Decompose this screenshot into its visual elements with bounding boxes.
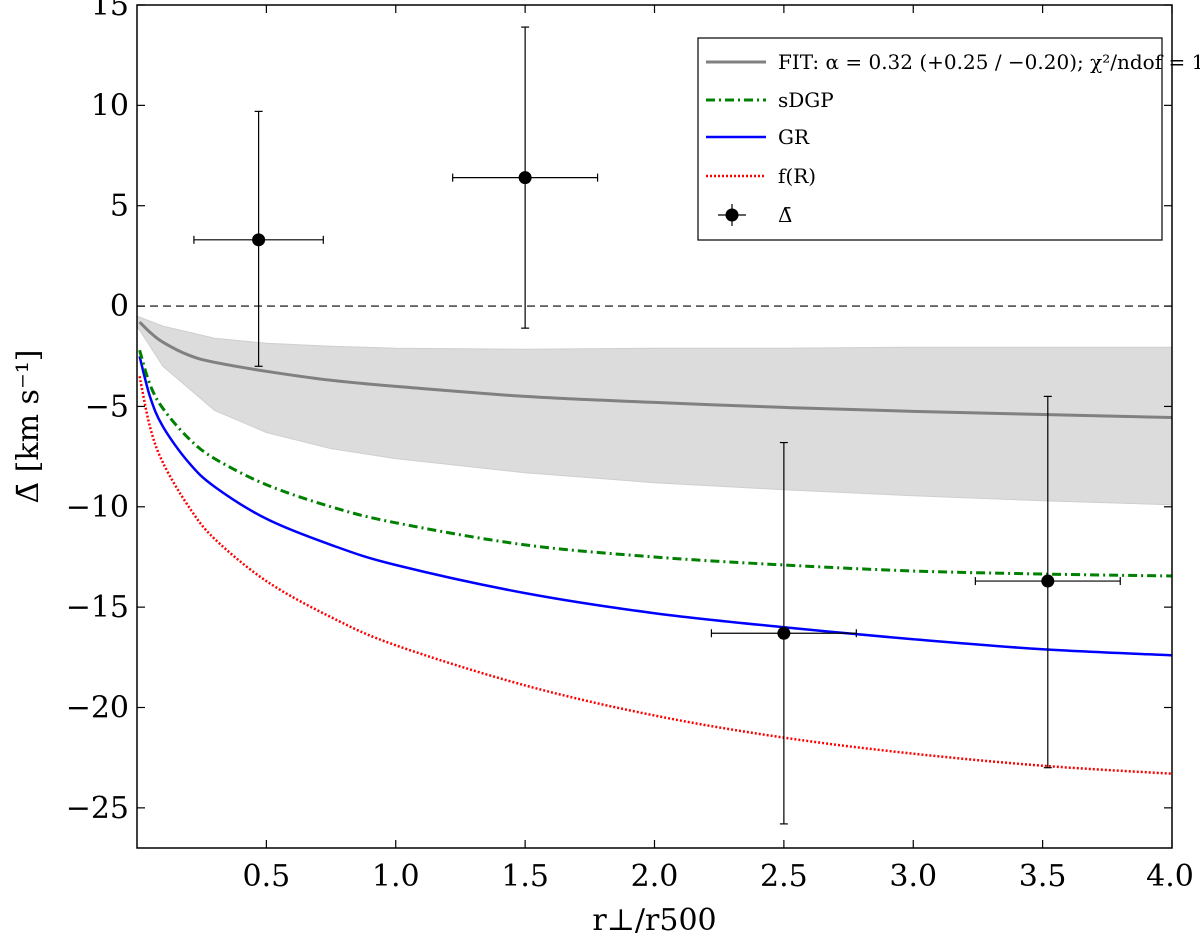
x-tick-label: 1.0 — [372, 859, 420, 894]
y-tick-label: −20 — [66, 691, 129, 726]
axes: 0.5 1.0 1.5 2.0 2.5 3.0 3.5 4.0 15 10 5 0 −5 −10 −15 −2… — [11, 0, 1194, 938]
x-tick-label: 3.5 — [1019, 859, 1067, 894]
y-tick-label: 10 — [91, 88, 129, 123]
x-tick-label: 3.0 — [889, 859, 937, 894]
x-tick-label: 0.5 — [243, 859, 291, 894]
x-tick-label: 2.5 — [760, 859, 808, 894]
legend: FIT: α = 0.32 (+0.25 / −0.20); χ²/ndof =… — [697, 37, 1200, 241]
legend-label: GR — [778, 125, 810, 149]
series-line-fr — [138, 376, 1172, 775]
legend-box — [697, 37, 1163, 241]
x-tick-label: 2.0 — [631, 859, 679, 894]
y-axis-title: Δ̄ [km s⁻¹] — [11, 349, 46, 503]
fit-uncertainty-band — [137, 315, 1172, 506]
series-line-fit — [138, 321, 1172, 419]
legend-marker-point — [725, 208, 739, 222]
series-line-gr — [138, 355, 1172, 657]
legend-label: FIT: α = 0.32 (+0.25 / −0.20); χ²/ndof =… — [778, 50, 1200, 74]
data-point-group — [974, 395, 1121, 769]
y-tick-label: −25 — [66, 791, 129, 826]
legend-label: Δ̄ — [778, 203, 792, 227]
legend-label: sDGP — [778, 88, 834, 112]
data-point-marker — [777, 626, 791, 640]
y-tick-label: 0 — [110, 289, 129, 324]
data-point-group — [193, 110, 324, 367]
plot-area — [137, 26, 1172, 825]
plot-clip-group — [137, 305, 1172, 775]
y-tick-label: −10 — [66, 490, 129, 525]
x-axis-title: r⊥/r500 — [592, 903, 716, 938]
x-tick-label: 1.5 — [501, 859, 549, 894]
data-point-group — [452, 26, 599, 329]
series-line-sdgp — [138, 349, 1172, 578]
data-point-marker — [518, 171, 532, 185]
data-point-marker — [252, 233, 266, 247]
data-point-group — [710, 441, 857, 825]
data-point-marker — [1041, 574, 1055, 588]
y-tick-label: −5 — [85, 389, 129, 424]
y-tick-label: 15 — [91, 0, 129, 23]
y-tick-label: 5 — [110, 189, 129, 224]
legend-label: f(R) — [778, 164, 816, 188]
y-tick-label: −15 — [66, 590, 129, 625]
x-tick-label: 4.0 — [1146, 859, 1194, 894]
